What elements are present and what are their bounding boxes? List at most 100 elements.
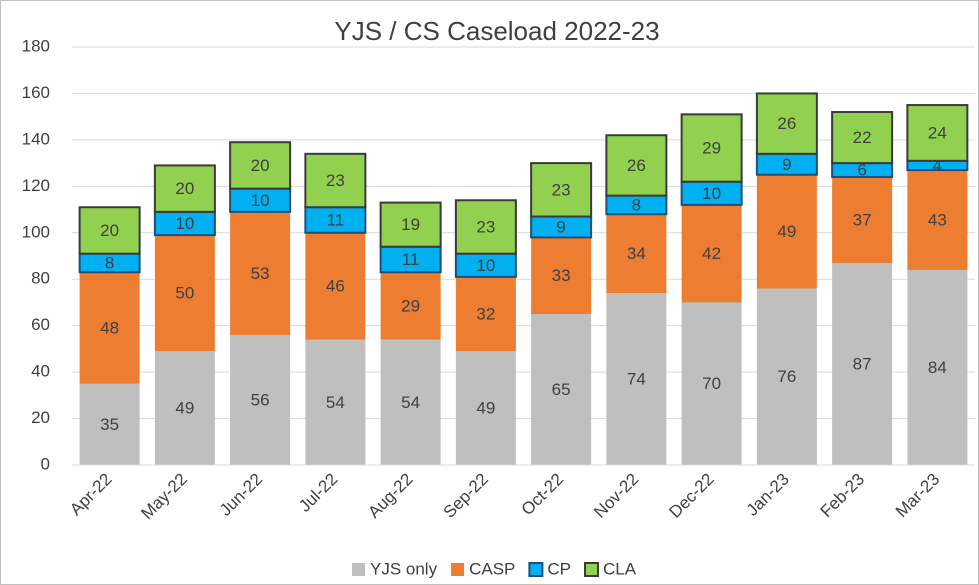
bar-segment [605,134,668,197]
bar-segment [379,201,442,248]
data-label: 84 [928,358,947,377]
bar-segment [530,162,593,218]
data-label: 70 [702,374,721,393]
bar-segment [907,170,968,270]
data-label: 23 [552,180,571,199]
data-label: 8 [105,253,114,272]
bar-segment [455,351,516,465]
bar-segment [305,232,366,340]
data-label: 76 [777,367,796,386]
data-label: 54 [326,393,345,412]
bar-segment [154,235,215,352]
data-label: 11 [402,250,420,269]
data-label: 22 [853,128,872,147]
legend-label: YJS only [370,559,438,578]
data-label: 4 [933,156,942,175]
bar-segment [380,272,441,340]
data-label: 9 [556,217,565,236]
data-label: 10 [251,191,270,210]
legend-label: CLA [603,559,637,578]
bar-segment [79,272,140,384]
data-label: 6 [857,161,866,180]
y-tick-label: 60 [31,315,50,334]
legend-swatch [352,563,365,576]
bar-segment [681,204,742,303]
data-label: 50 [175,284,194,303]
legend-swatch [528,562,544,577]
data-label: 49 [476,399,495,418]
bar-segment [907,269,968,465]
y-tick-label: 180 [22,36,50,55]
bar-segment [606,214,667,294]
data-label: 65 [552,380,571,399]
bar-segment [454,199,517,255]
y-tick-label: 40 [31,362,50,381]
data-label: 48 [100,318,119,337]
bar-segment [230,211,291,335]
bar-segment [756,288,817,465]
legend-label: CP [547,559,571,578]
data-label: 26 [777,114,796,133]
data-label: 32 [476,305,495,324]
legend-swatch [584,562,600,577]
y-tick-label: 20 [31,408,50,427]
data-label: 8 [632,195,641,214]
bar-segment [380,339,441,465]
data-label: 49 [175,399,194,418]
bar-segment [304,206,367,234]
bar-segment [832,177,893,263]
y-tick-label: 80 [31,269,50,288]
bar-segment [681,302,742,465]
data-label: 74 [627,370,646,389]
bar-segment [531,314,592,465]
data-label: 24 [928,123,947,142]
bar-segment [229,141,292,190]
data-label: 42 [702,244,721,263]
bar-segment [680,113,743,183]
bar-segment [79,383,140,465]
bar-segment [154,351,215,465]
data-label: 53 [251,264,270,283]
data-label: 19 [401,215,420,234]
data-label: 9 [782,155,791,174]
data-label: 20 [100,221,119,240]
bar-segment [455,276,516,352]
data-label: 20 [175,179,194,198]
data-label: 87 [853,354,872,373]
bar-segment [755,92,818,155]
legend-label: CASP [469,559,515,578]
y-tick-label: 140 [22,129,50,148]
data-label: 10 [476,256,495,275]
y-tick-label: 0 [41,454,50,473]
data-label: 23 [326,171,345,190]
bar-segment [304,152,367,209]
data-label: 11 [327,210,345,229]
y-tick-label: 100 [22,222,50,241]
data-label: 56 [251,390,270,409]
legend-swatch [451,563,465,576]
data-label: 46 [326,277,345,296]
data-label: 37 [853,210,872,229]
data-label: 33 [552,266,571,285]
data-label: 10 [175,214,194,233]
bar-segment [831,111,894,165]
data-label: 26 [627,156,646,175]
data-label: 29 [702,139,721,158]
chart-title: YJS / CS Caseload 2022-23 [334,16,659,46]
bar-segment [230,334,291,465]
bar-segment [606,293,667,465]
bar-segment [756,174,817,289]
data-label: 20 [251,156,270,175]
data-label: 34 [627,244,646,263]
data-label: 43 [928,210,947,229]
data-label: 29 [401,296,420,315]
bar-segment [78,206,141,255]
bar-segment [832,262,893,465]
bar-segment [153,164,216,213]
bar-segment [531,237,592,315]
data-label: 10 [702,184,721,203]
y-tick-label: 160 [22,83,50,102]
data-label: 49 [777,222,796,241]
y-tick-label: 120 [22,176,50,195]
